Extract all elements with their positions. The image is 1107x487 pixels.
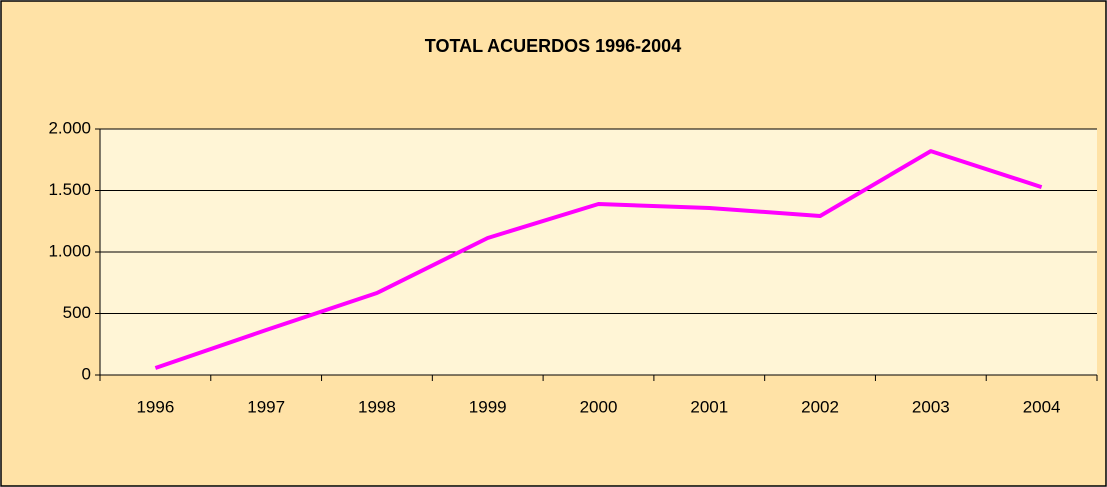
y-tick-label: 0	[82, 364, 91, 383]
chart-title: TOTAL ACUERDOS 1996-2004	[425, 36, 681, 56]
x-tick-label: 1999	[469, 397, 507, 416]
x-tick-label: 2001	[690, 397, 728, 416]
y-tick-label: 1.000	[48, 241, 91, 260]
y-tick-label: 1.500	[48, 180, 91, 199]
x-tick-label: 1997	[247, 397, 285, 416]
x-tick-label: 2000	[580, 397, 618, 416]
data-line	[154, 149, 1043, 370]
x-tick-label: 2002	[801, 397, 839, 416]
x-tick-label: 2004	[1023, 397, 1061, 416]
x-tick-label: 1996	[136, 397, 174, 416]
y-tick-label: 2.000	[48, 118, 91, 137]
y-tick-label: 500	[63, 303, 91, 322]
x-tick-label: 2003	[912, 397, 950, 416]
x-tick-label: 1998	[358, 397, 396, 416]
